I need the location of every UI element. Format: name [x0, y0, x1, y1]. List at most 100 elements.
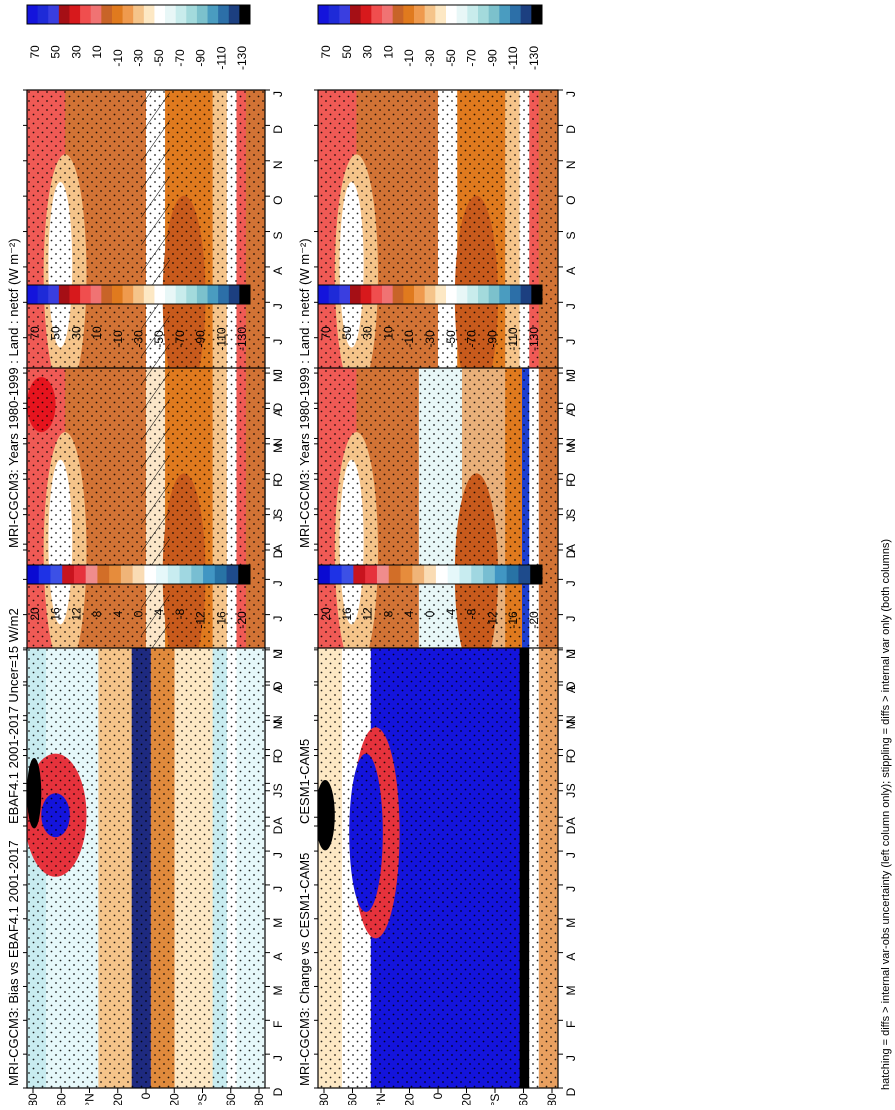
- month-tick-label: D: [564, 125, 578, 134]
- month-tick-label: J: [564, 1055, 578, 1061]
- colorbar-swatch: [144, 565, 157, 584]
- colorbar-swatch: [111, 285, 124, 304]
- colorbar-swatch: [69, 285, 81, 304]
- lat-tick-label: 0: [431, 1092, 445, 1099]
- month-tick-label: M: [564, 985, 578, 995]
- colorbar-swatch: [328, 5, 340, 24]
- colorbar-swatch: [447, 565, 460, 584]
- colorbar-tick-label: -70: [173, 330, 187, 348]
- colorbar-swatch: [531, 5, 543, 24]
- colorbar-swatch: [510, 285, 522, 304]
- colorbar-swatch: [214, 565, 228, 584]
- month-tick-label: M: [271, 918, 285, 928]
- colorbar-tick-label: -90: [194, 49, 208, 67]
- colorbar-swatch: [435, 285, 447, 304]
- colorbar-tick-label: -16: [214, 611, 228, 629]
- lat-tick-label: °S: [196, 1094, 210, 1105]
- month-tick-label: J: [564, 616, 578, 622]
- colorbar-swatch: [329, 565, 343, 584]
- colorbar-tick-label: 4: [402, 610, 416, 617]
- colorbar-swatch: [27, 5, 39, 24]
- month-tick-label: M: [271, 985, 285, 995]
- colorbar-swatch: [38, 565, 51, 584]
- month-tick-label: A: [271, 267, 285, 275]
- colorbar-swatch: [122, 5, 134, 24]
- colorbar-swatch: [518, 565, 531, 584]
- colorbar-swatch: [101, 5, 113, 24]
- colorbar-tick-label: 50: [49, 326, 63, 340]
- month-tick-label: O: [271, 195, 285, 204]
- colorbar-tick-label: -70: [465, 49, 479, 67]
- panel-title: MRI-CGCM3: Change vs CESM1-CAM5: [297, 853, 312, 1086]
- colorbar-swatch: [424, 565, 437, 584]
- colorbar-tick-label: -30: [132, 330, 146, 348]
- colorbar-tick-label: -70: [465, 330, 479, 348]
- colorbar-tick-label: 50: [49, 45, 63, 59]
- month-tick-label: S: [271, 232, 285, 240]
- colorbar-swatch: [133, 5, 145, 24]
- colorbar-frame: [317, 564, 543, 585]
- month-tick-label: D: [271, 1087, 285, 1096]
- colorbar-swatch: [328, 285, 340, 304]
- month-tick-label: N: [564, 438, 578, 447]
- lat-tick-label: 80: [317, 1093, 331, 1105]
- panel-title: MRI-CGCM3: Years 1980-1999 : Land : netc…: [6, 238, 21, 548]
- month-tick-label: D: [271, 403, 285, 412]
- colorbar-swatch: [37, 285, 49, 304]
- colorbar-tick-label: -50: [444, 330, 458, 348]
- month-tick-label: M: [271, 372, 285, 382]
- colorbar-swatch: [530, 565, 543, 584]
- colorbar-swatch: [435, 565, 449, 584]
- colorbar-swatch: [186, 5, 198, 24]
- colorbar-swatch: [488, 285, 500, 304]
- month-tick-label: A: [564, 267, 578, 275]
- month-tick-label: F: [564, 756, 578, 763]
- month-tick-label: J: [271, 303, 285, 309]
- colorbar-swatch: [167, 565, 181, 584]
- colorbar-swatch: [341, 565, 354, 584]
- colorbar-tick-label: -70: [173, 49, 187, 67]
- colorbar-swatch: [382, 285, 394, 304]
- month-tick-label: J: [271, 616, 285, 622]
- colorbar-swatch: [360, 285, 372, 304]
- colorbar-swatch: [494, 565, 508, 584]
- heatmap-field: [27, 648, 265, 1088]
- stippling: [27, 648, 265, 1088]
- month-tick-label: D: [271, 125, 285, 134]
- lat-tick-label: 80: [252, 1093, 266, 1105]
- colorbar-swatch: [483, 565, 496, 584]
- colorbar-tick-label: 30: [361, 326, 375, 340]
- month-tick-label: M: [564, 918, 578, 928]
- colorbar-swatch: [238, 565, 251, 584]
- month-tick-label: O: [564, 195, 578, 204]
- colorbar-swatch: [165, 285, 177, 304]
- month-tick-label: A: [271, 544, 285, 552]
- colorbar-swatch: [132, 565, 145, 584]
- month-tick-label: A: [271, 685, 285, 693]
- colorbar-tick-label: 10: [381, 326, 395, 340]
- colorbar-tick-label: -16: [506, 611, 520, 629]
- colorbar-swatch: [111, 5, 124, 24]
- lat-tick-label: °S: [488, 1094, 502, 1105]
- colorbar-tick-label: 20: [319, 607, 333, 621]
- colorbar-swatch: [467, 5, 479, 24]
- month-tick-label: N: [271, 438, 285, 447]
- colorbar-tick-label: 30: [69, 45, 83, 59]
- colorbar-tick-label: 16: [49, 607, 63, 621]
- month-tick-label: J: [271, 516, 285, 522]
- month-tick-label: N: [271, 715, 285, 724]
- colorbar-swatch: [218, 5, 230, 24]
- colorbar-tick-label: -110: [214, 327, 228, 350]
- colorbar-swatch: [414, 285, 426, 304]
- colorbar-tick-label: -50: [444, 49, 458, 67]
- colorbar-frame: [317, 4, 543, 25]
- lat-tick-label: 60: [224, 1093, 238, 1105]
- month-tick-label: D: [564, 1087, 578, 1096]
- colorbar-tick-label: 70: [28, 326, 42, 340]
- colorbar-frame: [26, 4, 251, 25]
- colorbar-tick-label: 20: [28, 607, 42, 621]
- colorbar-swatch: [318, 5, 330, 24]
- colorbar-swatch: [175, 285, 187, 304]
